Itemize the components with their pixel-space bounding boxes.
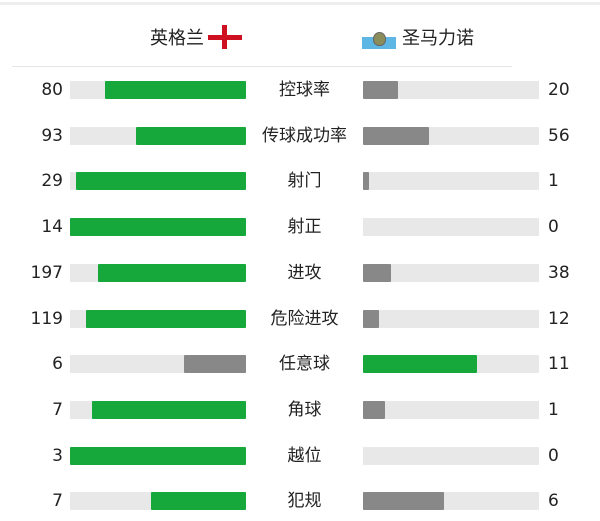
away-bar-track xyxy=(363,263,539,282)
home-value: 29 xyxy=(41,171,63,192)
away-bar-track xyxy=(363,126,539,145)
stat-row: 7 角球 1 xyxy=(0,398,600,422)
stat-row: 197 进攻 38 xyxy=(0,261,600,285)
away-value: 38 xyxy=(548,262,570,283)
header-divider xyxy=(12,66,512,67)
home-bar-track xyxy=(70,400,246,419)
stat-row: 7 犯规 6 xyxy=(0,489,600,513)
away-bar-track xyxy=(363,355,539,374)
stat-label: 越位 xyxy=(287,445,322,466)
stat-label: 射正 xyxy=(287,217,322,238)
stat-label: 射门 xyxy=(287,171,322,192)
home-value: 6 xyxy=(52,354,63,375)
home-value: 14 xyxy=(41,217,63,238)
stat-row: 29 射门 1 xyxy=(0,169,600,193)
stat-label: 犯规 xyxy=(287,491,322,512)
away-value: 12 xyxy=(548,308,570,329)
away-bar-track xyxy=(363,492,539,511)
home-bar-fill xyxy=(75,172,246,191)
home-value: 80 xyxy=(41,80,63,100)
home-team: 英格兰 xyxy=(150,20,242,54)
stat-row: 80 控球率 20 xyxy=(0,78,600,102)
home-bar-fill xyxy=(70,218,246,237)
stat-label: 任意球 xyxy=(279,354,330,375)
stat-label: 进攻 xyxy=(287,262,322,283)
home-bar-track xyxy=(70,172,246,191)
home-bar-fill xyxy=(105,81,246,99)
away-bar-fill xyxy=(363,355,477,374)
stat-row: 14 射正 0 xyxy=(0,215,600,239)
away-value: 0 xyxy=(548,217,559,238)
home-bar-track xyxy=(70,81,246,99)
england-flag-icon xyxy=(208,25,242,49)
away-bar-fill xyxy=(363,309,380,328)
stat-label: 控球率 xyxy=(279,80,330,100)
home-bar-fill xyxy=(86,309,246,328)
away-value: 11 xyxy=(548,354,570,375)
away-value: 1 xyxy=(548,171,559,192)
home-bar-track xyxy=(70,446,246,465)
away-team: 圣马力诺 xyxy=(362,20,474,54)
home-bar-fill xyxy=(151,492,246,511)
away-bar-track xyxy=(363,400,539,419)
home-bar-fill xyxy=(136,126,246,145)
home-bar-track xyxy=(70,309,246,328)
home-bar-track xyxy=(70,492,246,511)
away-bar-fill xyxy=(363,172,369,191)
home-bar-track xyxy=(70,126,246,145)
away-bar-track xyxy=(363,218,539,237)
away-bar-fill xyxy=(363,126,430,145)
home-value: 119 xyxy=(30,308,63,329)
home-bar-fill xyxy=(98,263,246,282)
away-bar-fill xyxy=(363,492,445,511)
home-team-name: 英格兰 xyxy=(150,28,204,49)
home-value: 7 xyxy=(52,399,63,420)
home-bar-track xyxy=(70,355,246,374)
san-marino-flag-icon xyxy=(362,25,396,49)
stat-row: 3 越位 0 xyxy=(0,444,600,468)
away-bar-track xyxy=(363,172,539,191)
stat-label: 角球 xyxy=(287,399,322,420)
away-bar-track xyxy=(363,309,539,328)
away-value: 56 xyxy=(548,125,570,146)
top-divider xyxy=(0,2,600,5)
home-bar-track xyxy=(70,263,246,282)
home-value: 7 xyxy=(52,491,63,512)
away-bar-fill xyxy=(363,263,392,282)
away-value: 6 xyxy=(548,491,559,512)
stat-row: 93 传球成功率 56 xyxy=(0,124,600,148)
home-bar-fill xyxy=(183,355,246,374)
away-bar-fill xyxy=(363,81,399,99)
away-bar-fill xyxy=(363,400,385,419)
away-value: 1 xyxy=(548,399,559,420)
home-bar-track xyxy=(70,218,246,237)
teams-header: 英格兰 圣马力诺 xyxy=(0,20,600,54)
home-bar-fill xyxy=(92,400,246,419)
home-bar-fill xyxy=(70,446,246,465)
home-value: 3 xyxy=(52,445,63,466)
stat-row: 119 危险进攻 12 xyxy=(0,307,600,331)
away-bar-track xyxy=(363,446,539,465)
away-value: 20 xyxy=(548,80,570,100)
away-value: 0 xyxy=(548,445,559,466)
home-value: 93 xyxy=(41,125,63,146)
stat-label: 传球成功率 xyxy=(262,125,347,146)
away-team-name: 圣马力诺 xyxy=(402,28,474,49)
home-value: 197 xyxy=(30,262,63,283)
away-bar-track xyxy=(363,81,539,99)
stat-label: 危险进攻 xyxy=(270,308,339,329)
stat-row: 6 任意球 11 xyxy=(0,352,600,376)
